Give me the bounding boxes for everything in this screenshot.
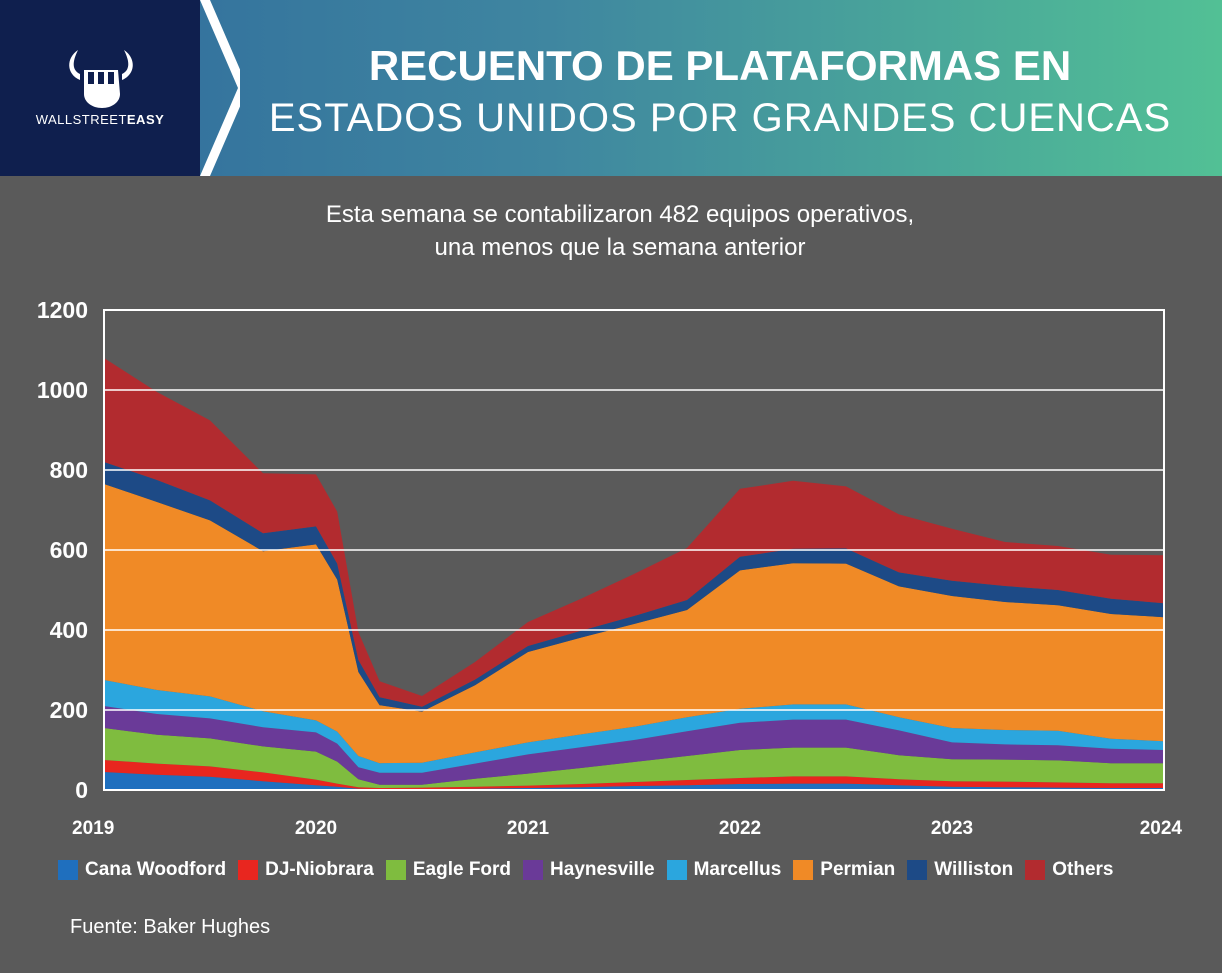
legend-label: Williston xyxy=(934,859,1014,880)
x-tick-label: 2021 xyxy=(507,818,550,839)
legend-item: Others xyxy=(1025,859,1114,881)
area-williston xyxy=(104,462,1164,712)
legend-item: Cana Woodford xyxy=(58,859,226,881)
legend-swatch xyxy=(385,860,406,880)
y-tick-label: 0 xyxy=(75,777,88,803)
legend-swatch xyxy=(238,860,259,880)
legend-swatch xyxy=(523,860,544,880)
area-dj-niobrara xyxy=(104,760,1164,790)
x-tick-label: 2020 xyxy=(295,818,337,839)
area-permian xyxy=(104,484,1164,764)
area-haynesville xyxy=(104,706,1164,785)
legend-swatch xyxy=(58,860,78,880)
y-tick-label: 600 xyxy=(50,537,88,563)
y-tick-label: 200 xyxy=(50,697,88,723)
y-tick-label: 1000 xyxy=(37,377,88,403)
area-marcellus xyxy=(104,680,1164,773)
y-tick-label: 1200 xyxy=(37,297,88,323)
subtitle-line-1: Esta semana se contabilizaron 482 equipo… xyxy=(325,201,915,228)
legend-item: Marcellus xyxy=(666,859,782,881)
header-shapes xyxy=(69,0,240,176)
plot-frame xyxy=(103,309,1165,791)
x-tick-label: 2022 xyxy=(719,818,761,839)
legend-item: Williston xyxy=(907,859,1013,881)
legend-item: Haynesville xyxy=(523,859,655,881)
y-tick-label: 800 xyxy=(50,457,88,483)
legend-item: Eagle Ford xyxy=(385,859,512,881)
y-tick-label: 400 xyxy=(50,617,88,643)
title-line-1: RECUENTO DE PLATAFORMAS EN xyxy=(368,42,1072,89)
chevron-divider xyxy=(200,0,240,176)
title-line-2: ESTADOS UNIDOS POR GRANDES CUENCAS xyxy=(268,96,1172,140)
bull-fist-logo-icon xyxy=(69,50,133,108)
legend-label: Marcellus xyxy=(693,859,782,880)
legend-label: Cana Woodford xyxy=(85,859,227,880)
legend-swatch xyxy=(666,860,687,880)
legend-label: Haynesville xyxy=(550,859,655,880)
area-others xyxy=(104,358,1164,707)
legend-item: DJ-Niobrara xyxy=(238,859,374,881)
x-tick-label: 2024 xyxy=(1140,818,1183,839)
subtitle-line-2: una menos que la semana anterior xyxy=(434,234,806,261)
source-note: Fuente: Baker Hughes xyxy=(70,916,271,938)
x-tick-label: 2023 xyxy=(931,818,973,839)
brand-light: WALLSTREET xyxy=(35,112,127,127)
chart-subtitle: Esta semana se contabilizaron 482 equipo… xyxy=(0,198,1222,264)
legend-swatch xyxy=(907,860,928,880)
legend-label: DJ-Niobrara xyxy=(265,859,374,880)
legend-label: Eagle Ford xyxy=(412,859,512,880)
brand-bold: EASY xyxy=(126,112,165,127)
legend-label: Others xyxy=(1052,859,1114,880)
area-eagle-ford xyxy=(104,728,1164,788)
legend-swatch xyxy=(793,860,814,880)
legend-label: Permian xyxy=(820,859,896,880)
legend-swatch xyxy=(1025,860,1046,880)
area-cana-woodford xyxy=(104,772,1164,790)
chart-legend: Cana Woodford DJ-Niobrara Eagle Ford Haynes… xyxy=(58,858,1126,882)
legend-item: Permian xyxy=(793,859,895,881)
x-tick-label: 2019 xyxy=(72,818,114,839)
brand-wordmark: WALLSTREETEASY xyxy=(0,112,200,127)
header-banner xyxy=(0,0,1222,176)
